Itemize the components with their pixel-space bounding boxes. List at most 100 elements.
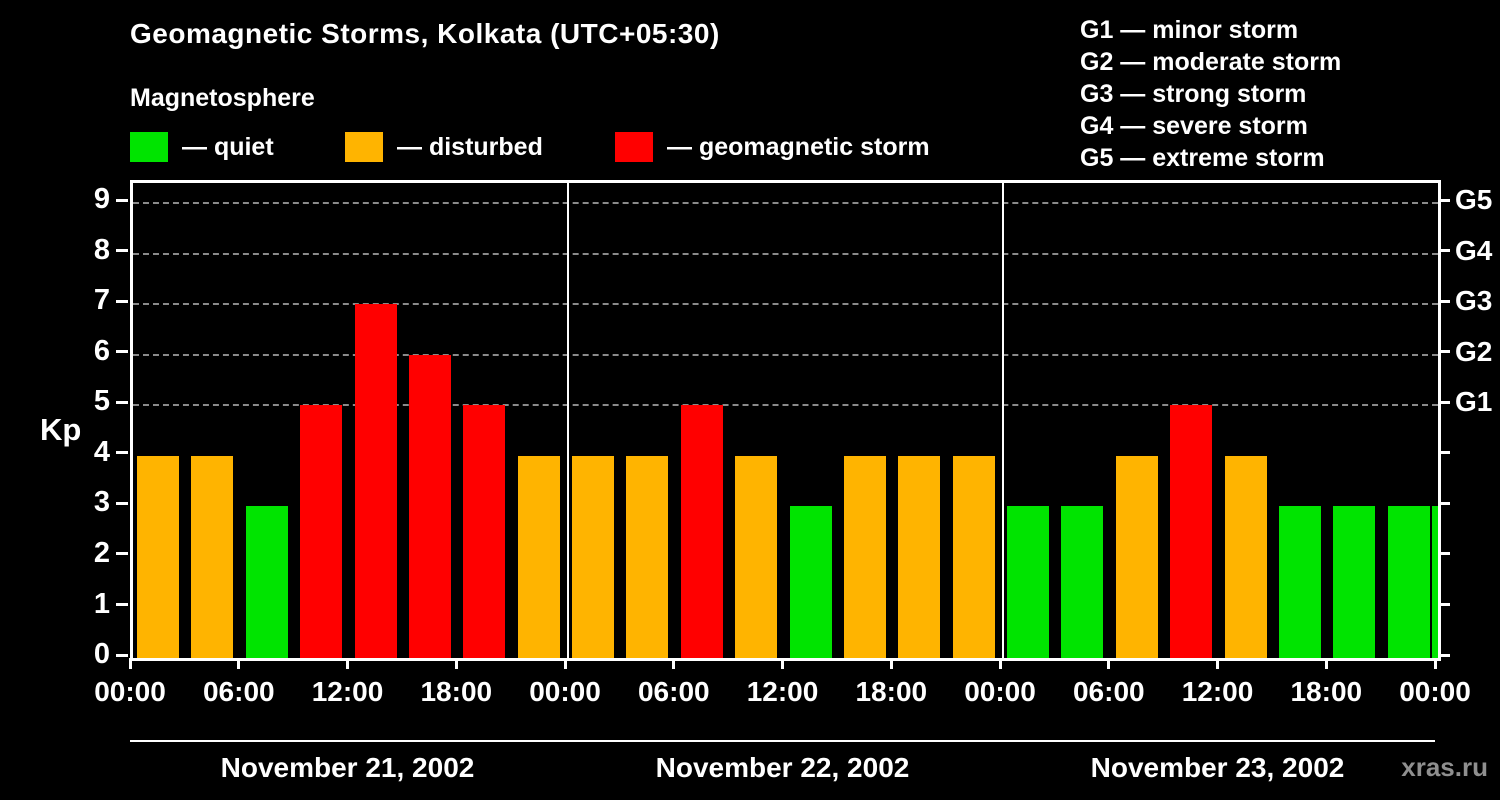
legend-label-quiet: — quiet <box>182 132 274 161</box>
gridline-kp-8 <box>133 252 1438 255</box>
x-axis-time-label: 00:00 <box>529 676 601 707</box>
right-axis-tick <box>1438 451 1450 455</box>
kp-bar <box>300 405 343 658</box>
y-axis-tick <box>116 400 128 404</box>
x-axis-tick <box>781 658 784 669</box>
kp-bar <box>1007 506 1049 658</box>
plot-area <box>130 180 1441 661</box>
gridline-kp-5 <box>133 404 1438 407</box>
g-level-label-g3: G3 <box>1455 285 1493 317</box>
watermark-xras: xras.ru <box>1401 752 1488 782</box>
y-axis-tick <box>116 299 128 303</box>
storm-scale-item-g1: G1 — minor storm <box>1080 16 1299 44</box>
right-axis-tick <box>1438 350 1450 354</box>
x-axis-time-label: 12:00 <box>746 676 819 707</box>
kp-bar <box>191 455 234 658</box>
day-boundary-line <box>567 183 569 658</box>
y-axis-label: 9 <box>93 183 110 216</box>
kp-bar <box>789 506 832 658</box>
x-axis-tick <box>672 658 676 669</box>
right-axis-tick <box>1438 501 1450 505</box>
g-level-label-g2: G2 <box>1455 335 1493 367</box>
kp-bar <box>1333 506 1376 658</box>
x-axis-tick <box>237 658 241 669</box>
day-boundary-line <box>1002 183 1004 658</box>
kp-bar <box>137 455 179 658</box>
x-axis-tick <box>889 658 893 669</box>
kp-bar <box>680 405 723 658</box>
right-axis-tick <box>1438 552 1450 556</box>
kp-bar <box>572 455 614 658</box>
x-axis-time-label: 00:00 <box>964 676 1036 707</box>
y-axis-label: 2 <box>93 536 110 569</box>
right-axis-tick <box>1438 400 1450 404</box>
kp-bar <box>1278 506 1321 658</box>
y-axis-label: 4 <box>93 435 110 468</box>
x-axis-time-label: 06:00 <box>202 676 275 707</box>
storm-scale-item-g4: G4 — severe storm <box>1080 112 1308 140</box>
kp-bar <box>898 455 941 658</box>
x-axis-time-label: 12:00 <box>311 676 384 707</box>
legend-label-storm: — geomagnetic storm <box>667 132 930 161</box>
y-axis-tick <box>116 653 128 657</box>
right-axis-tick <box>1438 249 1450 253</box>
kp-bar <box>463 405 506 658</box>
y-axis-tick <box>116 552 128 556</box>
legend-swatch-storm <box>615 132 653 162</box>
right-axis-tick <box>1438 299 1450 303</box>
x-axis-tick <box>1324 658 1328 669</box>
x-axis-tick <box>998 658 1002 669</box>
y-axis-label: 8 <box>93 233 110 266</box>
x-axis-tick <box>346 658 349 669</box>
x-axis-tick <box>563 658 567 669</box>
kp-axis-label: Kp <box>40 412 82 447</box>
storm-scale-legend: G1 — minor storm G2 — moderate storm G3 — … <box>1080 14 1341 174</box>
g-level-label-g1: G1 <box>1455 386 1493 418</box>
kp-bar <box>517 455 560 658</box>
y-axis-tick <box>116 451 128 455</box>
legend-swatch-disturbed <box>345 132 383 162</box>
x-axis-time-label: 18:00 <box>855 676 928 707</box>
right-axis-tick <box>1438 198 1450 202</box>
x-axis-time-label: 00:00 <box>94 676 166 707</box>
legend-item-disturbed: — disturbed <box>345 132 543 162</box>
y-axis-tick <box>116 603 128 606</box>
x-axis-tick <box>1433 658 1437 669</box>
y-axis-tick <box>116 249 128 253</box>
kp-bar <box>626 455 669 658</box>
kp-bar <box>952 455 995 658</box>
legend-label-disturbed: — disturbed <box>397 132 543 161</box>
x-axis-time-label: 18:00 <box>1290 676 1363 707</box>
x-axis-time-label: 00:00 <box>1399 676 1471 707</box>
right-axis-tick <box>1438 653 1450 657</box>
legend-item-quiet: — quiet <box>130 132 274 162</box>
date-label: November 23, 2002 <box>1090 752 1345 783</box>
kp-bar <box>843 455 886 658</box>
kp-bar <box>1115 455 1158 658</box>
x-axis-tick <box>1216 658 1219 669</box>
y-axis-label: 1 <box>93 587 110 620</box>
y-axis-label: 5 <box>93 385 110 418</box>
kp-bar <box>1387 506 1430 658</box>
y-axis-label: 6 <box>93 334 110 367</box>
x-axis-time-label: 06:00 <box>637 676 710 707</box>
kp-bar <box>408 354 451 658</box>
kp-bar-partial <box>1432 506 1438 658</box>
date-label: November 21, 2002 <box>220 752 475 783</box>
chart-title: Geomagnetic Storms, Kolkata (UTC+05:30) <box>130 18 720 49</box>
g-level-label-g5: G5 <box>1455 184 1493 216</box>
y-axis-label: 7 <box>93 284 110 317</box>
x-axis-time-label: 18:00 <box>420 676 493 707</box>
kp-bar <box>1224 455 1267 658</box>
kp-bar <box>245 506 288 658</box>
kp-bar <box>1061 506 1104 658</box>
y-axis-tick <box>116 198 128 202</box>
gridline-kp-7 <box>133 303 1438 306</box>
x-axis-time-label: 12:00 <box>1181 676 1254 707</box>
kp-bar <box>735 455 778 658</box>
x-axis-tick <box>128 658 132 669</box>
right-axis-tick <box>1438 603 1450 606</box>
gridline-kp-6 <box>133 353 1438 356</box>
legend-swatch-quiet <box>130 132 168 162</box>
